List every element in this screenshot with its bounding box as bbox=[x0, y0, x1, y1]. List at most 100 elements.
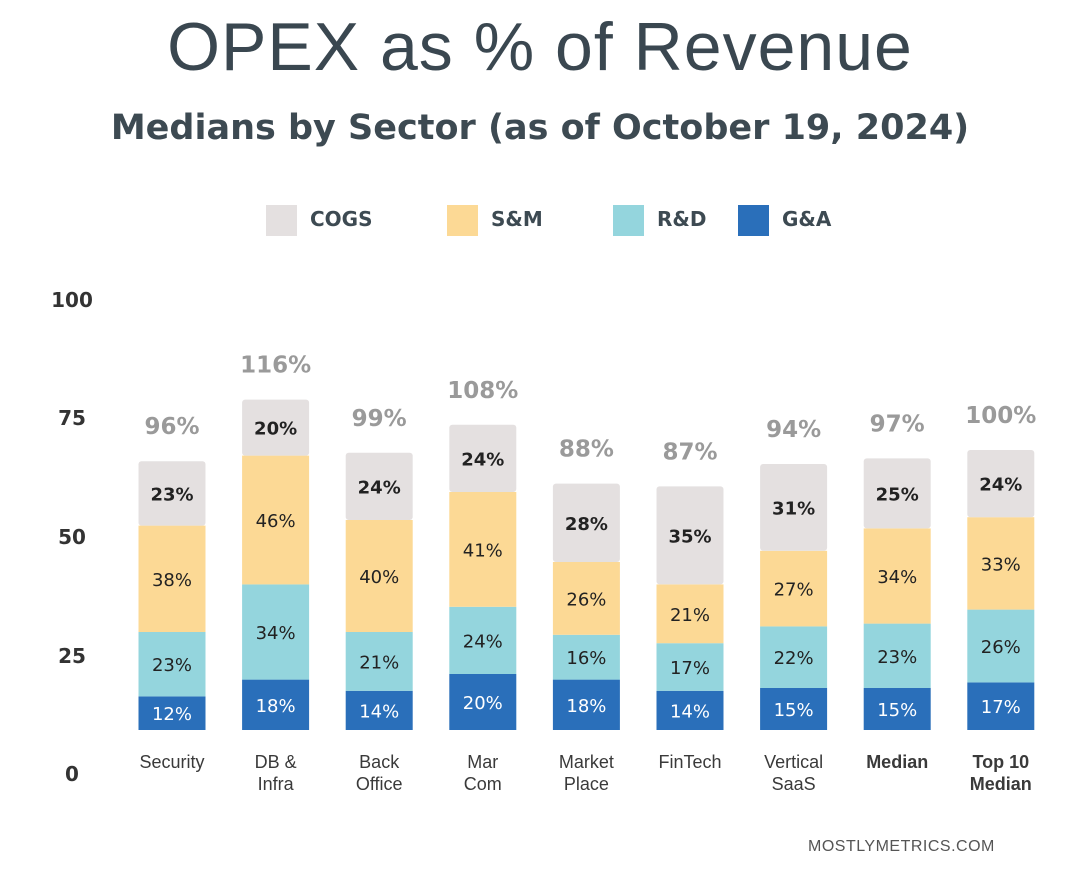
data-label: 38% bbox=[152, 570, 192, 591]
total-label: 108% bbox=[447, 378, 518, 404]
data-label: 46% bbox=[256, 511, 296, 532]
total-label: 116% bbox=[240, 353, 311, 379]
bar-segment-cogs bbox=[138, 461, 206, 526]
bar-segment-sm bbox=[138, 525, 206, 632]
data-label: 23% bbox=[152, 655, 192, 676]
bar-segment-rd bbox=[242, 584, 310, 680]
y-tick-label: 25 bbox=[58, 644, 86, 668]
chart-title: OPEX as % of Revenue bbox=[167, 9, 913, 85]
bar-segment-cogs bbox=[552, 483, 620, 562]
legend-label-sm: S&M bbox=[491, 207, 543, 231]
x-tick-label: Security bbox=[139, 752, 204, 772]
data-label: 24% bbox=[358, 477, 401, 498]
data-label: 22% bbox=[774, 648, 814, 669]
x-tick-label: DB & bbox=[255, 752, 297, 772]
data-label: 15% bbox=[774, 700, 814, 721]
bar-segment-ga bbox=[656, 690, 724, 730]
data-label: 17% bbox=[981, 697, 1021, 718]
bar-segment-rd bbox=[449, 606, 517, 674]
data-label: 41% bbox=[463, 540, 503, 561]
bar-segment-ga bbox=[345, 690, 413, 730]
bar-segment-ga bbox=[449, 674, 517, 730]
total-label: 97% bbox=[870, 411, 925, 437]
x-tick-label: Median bbox=[970, 774, 1032, 794]
data-label: 21% bbox=[670, 605, 710, 626]
x-tick-label: Market bbox=[559, 752, 614, 772]
data-label: 24% bbox=[979, 475, 1022, 496]
data-label: 14% bbox=[359, 701, 399, 722]
data-label: 35% bbox=[668, 526, 711, 547]
y-tick-label: 0 bbox=[65, 762, 79, 786]
legend-swatch-ga bbox=[738, 205, 769, 236]
x-tick-label: FinTech bbox=[658, 752, 721, 772]
bar-segment-rd bbox=[863, 623, 931, 688]
data-label: 28% bbox=[565, 514, 608, 535]
bar-segment-sm bbox=[449, 492, 517, 607]
x-tick-label: Infra bbox=[258, 774, 295, 794]
bar-segment-rd bbox=[760, 626, 828, 688]
bar-segment-cogs bbox=[345, 452, 413, 520]
data-label: 15% bbox=[877, 700, 917, 721]
bar-segment-cogs bbox=[967, 450, 1035, 518]
bar-segment-cogs bbox=[449, 424, 517, 492]
data-label: 23% bbox=[150, 484, 193, 505]
footer-source: MOSTLYMETRICS.COM bbox=[808, 838, 995, 855]
x-tick-label: Median bbox=[866, 752, 928, 772]
data-label: 24% bbox=[461, 449, 504, 470]
bar-segment-sm bbox=[656, 584, 724, 644]
data-label: 18% bbox=[256, 696, 296, 717]
x-tick-label: Com bbox=[464, 774, 502, 794]
bar-segment-ga bbox=[552, 679, 620, 730]
data-label: 23% bbox=[877, 647, 917, 668]
data-label: 17% bbox=[670, 658, 710, 679]
x-tick-label: Back bbox=[359, 752, 400, 772]
total-label: 100% bbox=[965, 403, 1036, 429]
chart-subtitle: Medians by Sector (as of October 19, 202… bbox=[110, 108, 970, 148]
bar-segment-rd bbox=[967, 609, 1035, 683]
bar-segment-ga bbox=[863, 688, 931, 730]
y-tick-label: 100 bbox=[51, 288, 93, 312]
bar-segment-ga bbox=[967, 682, 1035, 730]
bar-segment-sm bbox=[760, 550, 828, 627]
data-label: 16% bbox=[566, 648, 606, 669]
data-label: 26% bbox=[981, 637, 1021, 658]
x-tick-label: Vertical bbox=[764, 752, 823, 772]
bar-segment-rd bbox=[345, 632, 413, 691]
bar-segment-sm bbox=[967, 517, 1035, 610]
data-label: 25% bbox=[876, 484, 919, 505]
data-label: 31% bbox=[772, 498, 815, 519]
legend-swatch-cogs bbox=[266, 205, 297, 236]
total-label: 88% bbox=[559, 437, 614, 463]
bar-segment-ga bbox=[138, 696, 206, 730]
data-label: 20% bbox=[254, 419, 297, 440]
data-label: 27% bbox=[774, 580, 814, 601]
data-label: 24% bbox=[463, 631, 503, 652]
bar-segment-cogs bbox=[242, 399, 310, 456]
x-tick-label: Mar bbox=[467, 752, 498, 772]
bar-segment-sm bbox=[552, 562, 620, 635]
data-label: 26% bbox=[566, 589, 606, 610]
legend-swatch-rd bbox=[613, 205, 644, 236]
bar-segment-sm bbox=[863, 528, 931, 624]
bar-segment-cogs bbox=[863, 458, 931, 529]
bar-segment-sm bbox=[242, 455, 310, 585]
bar-segment-rd bbox=[138, 632, 206, 697]
legend-label-cogs: COGS bbox=[310, 207, 373, 231]
bar-segment-cogs bbox=[656, 486, 724, 585]
x-tick-label: Place bbox=[564, 774, 609, 794]
bar-segment-ga bbox=[760, 688, 828, 730]
data-label: 40% bbox=[359, 567, 399, 588]
y-tick-label: 50 bbox=[58, 525, 86, 549]
total-label: 99% bbox=[352, 406, 407, 432]
x-tick-label: SaaS bbox=[772, 774, 816, 794]
data-label: 34% bbox=[256, 623, 296, 644]
data-label: 33% bbox=[981, 554, 1021, 575]
data-label: 14% bbox=[670, 701, 710, 722]
total-label: 96% bbox=[144, 414, 199, 440]
legend-label-ga: G&A bbox=[782, 207, 832, 231]
total-label: 87% bbox=[662, 439, 717, 465]
bar-segment-sm bbox=[345, 520, 413, 632]
bar-segment-cogs bbox=[760, 464, 828, 551]
data-label: 18% bbox=[566, 696, 606, 717]
